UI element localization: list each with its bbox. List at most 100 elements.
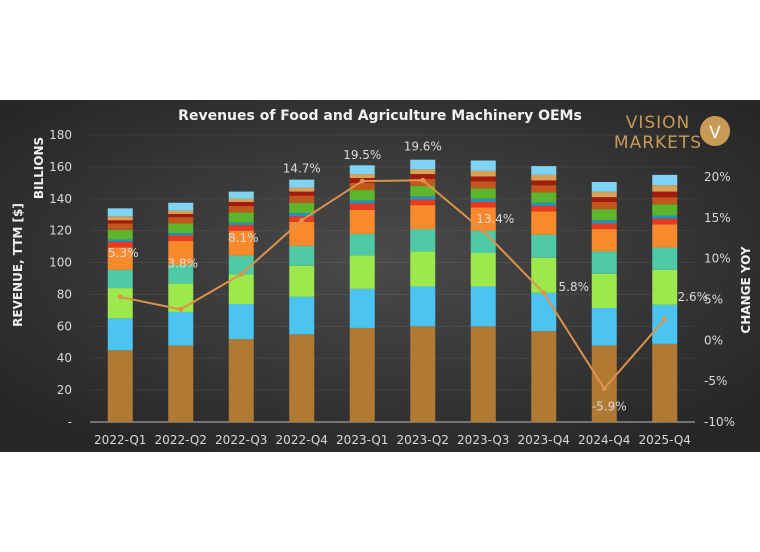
bar-segment-4: [107, 247, 133, 270]
x-tick-label: 2023-Q1: [336, 433, 388, 447]
yoy-data-label: 5.8%: [559, 280, 590, 294]
y-axis-title: REVENUE, TTM [$]: [11, 203, 25, 327]
bar-segment-6: [168, 233, 194, 236]
bar-segment-2: [531, 257, 557, 293]
bar-segment-1: [349, 288, 375, 328]
bar-segment-9: [531, 180, 557, 186]
bar-segment-1: [591, 307, 617, 346]
bar-segment-10: [470, 170, 496, 177]
y2-tick-label: 10%: [704, 252, 731, 266]
bar-segment-1: [228, 304, 254, 340]
bar-segment-0: [531, 331, 557, 422]
bar-segment-10: [228, 198, 254, 202]
bar-segment-3: [107, 269, 133, 289]
chart-title: Revenues of Food and Agriculture Machine…: [178, 108, 582, 124]
bar-segment-1: [531, 292, 557, 332]
yoy-point: [662, 316, 668, 322]
bar-stack: [652, 174, 678, 422]
yoy-data-label: 3.8%: [168, 256, 199, 270]
y-tick-label: 180: [49, 128, 72, 142]
logo-line1: VISION: [626, 113, 691, 133]
x-tick-label: 2022-Q2: [155, 433, 207, 447]
bar-segment-3: [228, 255, 254, 275]
bar-segment-7: [531, 192, 557, 203]
bar-segment-11: [531, 166, 557, 175]
bar-segment-11: [470, 160, 496, 171]
bar-segment-7: [289, 202, 315, 214]
bar-segment-11: [228, 191, 254, 199]
bar-segment-11: [349, 165, 375, 175]
y2-tick-label: 0%: [704, 333, 723, 347]
bar-segment-7: [107, 229, 133, 240]
bar-segment-1: [168, 311, 194, 346]
bar-segment-6: [349, 200, 375, 204]
x-tick-label: 2023-Q2: [397, 433, 449, 447]
bar-segment-8: [289, 195, 315, 203]
x-tick-label: 2022-Q3: [215, 433, 267, 447]
x-tick-label: 2024-Q4: [578, 433, 630, 447]
bar-segment-8: [531, 185, 557, 193]
bar-segment-8: [349, 182, 375, 191]
bar-stack: [107, 208, 133, 422]
logo-circle-icon: [700, 116, 730, 146]
bar-segment-9: [168, 213, 194, 218]
bar-segment-3: [591, 251, 617, 274]
bar-segment-7: [591, 209, 617, 221]
bar-segment-4: [531, 211, 557, 235]
bar-segment-4: [410, 205, 436, 230]
vision-markets-logo: VISION MARKETS V: [614, 113, 730, 153]
bar-segment-1: [652, 304, 678, 344]
yoy-point: [299, 217, 305, 223]
bar-segment-10: [168, 210, 194, 214]
bar-segment-10: [349, 174, 375, 179]
yoy-point: [117, 294, 123, 300]
bar-stack: [410, 159, 436, 422]
yoy-data-label: 2.6%: [678, 290, 709, 304]
bar-segment-6: [591, 220, 617, 224]
yoy-point: [601, 386, 607, 392]
bar-segment-3: [289, 245, 315, 266]
y2-tick-label: -5%: [704, 374, 727, 388]
bar-segment-0: [168, 345, 194, 422]
y-tick-label: -: [68, 415, 72, 429]
bar-segment-3: [652, 247, 678, 270]
bar-segment-2: [349, 255, 375, 289]
bar-segment-5: [531, 205, 557, 212]
y2-tick-label: 5%: [704, 293, 723, 307]
bar-segment-6: [228, 222, 254, 226]
y-tick-label: 120: [49, 224, 72, 238]
bar-stack: [591, 182, 617, 422]
bar-segment-10: [289, 187, 315, 192]
bar-segment-2: [591, 273, 617, 308]
bar-segment-0: [228, 339, 254, 422]
bar-segment-6: [470, 198, 496, 202]
bar-segment-6: [289, 213, 315, 217]
x-tick-label: 2023-Q3: [457, 433, 509, 447]
bar-segment-7: [410, 186, 436, 197]
bar-stack: [349, 165, 375, 422]
bar-segment-8: [228, 205, 254, 213]
bar-segment-0: [410, 326, 436, 422]
y-tick-label: 60: [57, 319, 72, 333]
bar-segment-2: [107, 288, 133, 319]
bar-segment-9: [652, 191, 678, 198]
bar-segment-1: [289, 296, 315, 335]
bar-segment-0: [289, 334, 315, 422]
logo-line2: MARKETS: [614, 133, 702, 153]
bar-segment-2: [289, 265, 315, 297]
bar-segment-5: [107, 241, 133, 248]
bar-segment-10: [531, 174, 557, 181]
bar-stack: [289, 179, 315, 422]
bar-segment-3: [349, 233, 375, 256]
bar-segment-4: [349, 209, 375, 234]
y2-axis-title: CHANGE YOY: [739, 246, 753, 333]
logo-mark: V: [709, 123, 721, 143]
x-tick-label: 2025-Q4: [639, 433, 691, 447]
bar-segment-9: [591, 197, 617, 202]
bar-segment-2: [470, 252, 496, 287]
bar-segment-7: [349, 190, 375, 201]
x-tick-label: 2023-Q4: [518, 433, 570, 447]
y-tick-label: 40: [57, 351, 72, 365]
yoy-point: [178, 306, 184, 312]
yoy-point: [238, 271, 244, 277]
